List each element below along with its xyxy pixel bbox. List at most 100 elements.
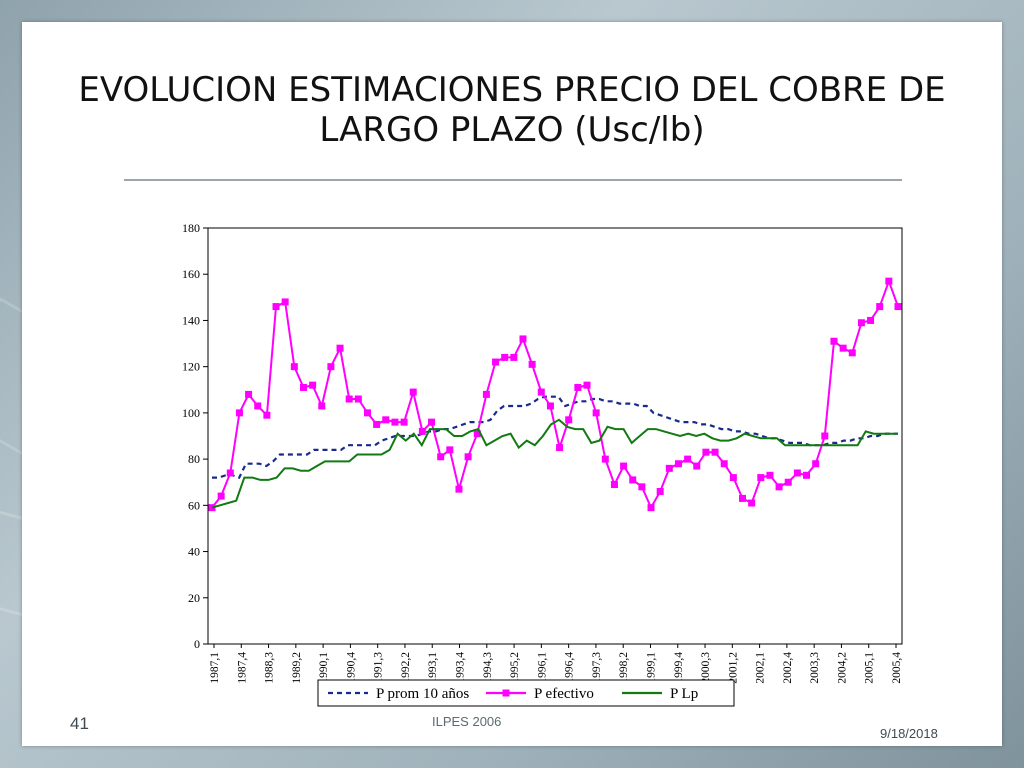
data-point-marker — [473, 430, 481, 438]
data-point-marker — [729, 474, 737, 482]
data-point-marker — [537, 388, 545, 396]
legend-marker — [502, 689, 510, 697]
x-tick-label: 1988,3 — [264, 652, 276, 684]
x-tick-label: 1997,3 — [591, 652, 603, 684]
data-point-marker — [876, 303, 884, 311]
data-point-marker — [693, 462, 701, 470]
data-point-marker — [226, 469, 234, 477]
data-point-marker — [428, 418, 436, 426]
data-point-marker — [528, 360, 536, 368]
y-tick-label: 180 — [182, 221, 200, 235]
x-tick-label: 1987,4 — [236, 652, 248, 684]
x-tick-label: 2001,2 — [727, 652, 739, 684]
data-point-marker — [647, 504, 655, 512]
slide-title: EVOLUCION ESTIMACIONES PRECIO DEL COBRE … — [22, 70, 1002, 150]
data-point-marker — [363, 409, 371, 417]
x-tick-label: 2003,3 — [809, 652, 821, 684]
x-tick-label: 1994,3 — [482, 652, 494, 684]
data-point-marker — [702, 448, 710, 456]
data-point-marker — [610, 481, 618, 489]
data-point-marker — [373, 420, 381, 428]
x-tick-label: 2002,4 — [782, 652, 794, 684]
data-point-marker — [766, 471, 774, 479]
data-point-marker — [739, 494, 747, 502]
data-point-marker — [299, 383, 307, 391]
data-point-marker — [839, 344, 847, 352]
title-line-1: EVOLUCION ESTIMACIONES PRECIO DEL COBRE … — [78, 70, 946, 110]
data-point-marker — [674, 460, 682, 468]
y-tick-label: 160 — [182, 267, 200, 281]
series-line-3 — [211, 418, 898, 509]
data-point-marker — [793, 469, 801, 477]
x-tick-label: 2005,1 — [864, 652, 876, 684]
footer-text: ILPES 2006 — [432, 714, 502, 729]
data-point-marker — [482, 390, 490, 398]
data-point-marker — [867, 316, 875, 324]
data-point-marker — [574, 383, 582, 391]
plot-area — [207, 227, 903, 645]
series-line-2 — [211, 278, 899, 510]
x-tick-label: 2005,4 — [891, 652, 903, 684]
slide-number: 41 — [70, 714, 89, 733]
data-point-marker — [327, 363, 335, 371]
data-point-marker — [464, 453, 472, 461]
y-tick-label: 100 — [182, 406, 200, 420]
title-divider — [124, 179, 902, 181]
slide-date: 9/18/2018 — [880, 726, 938, 741]
data-point-marker — [235, 409, 243, 417]
data-point-marker — [217, 492, 225, 500]
data-point-marker — [803, 471, 811, 479]
data-point-marker — [601, 455, 609, 463]
data-point-marker — [629, 476, 637, 484]
data-point-marker — [857, 319, 865, 327]
data-point-marker — [272, 303, 280, 311]
data-point-marker — [437, 453, 445, 461]
data-point-marker — [556, 444, 564, 452]
y-tick-label: 140 — [182, 313, 200, 327]
data-point-marker — [281, 298, 289, 306]
y-tick-label: 120 — [182, 360, 200, 374]
data-point-marker — [720, 460, 728, 468]
x-tick-label: 1993,4 — [455, 652, 467, 684]
data-point-marker — [684, 455, 692, 463]
data-point-marker — [748, 499, 756, 507]
data-point-marker — [656, 487, 664, 495]
data-point-marker — [336, 344, 344, 352]
data-point-marker — [345, 395, 353, 403]
data-point-marker — [208, 504, 216, 512]
legend-label: P efectivo — [534, 686, 594, 702]
data-point-marker — [263, 411, 271, 419]
legend-label: P Lp — [670, 686, 698, 702]
x-tick-label: 1999,4 — [673, 652, 685, 684]
legend: P prom 10 años P efectivo P Lp — [317, 679, 735, 707]
data-point-marker — [400, 418, 408, 426]
data-point-marker — [830, 337, 838, 345]
x-tick-label: 1992,2 — [400, 652, 412, 684]
y-tick-label: 60 — [188, 498, 200, 512]
data-point-marker — [848, 349, 856, 357]
y-tick-label: 0 — [194, 637, 200, 651]
data-point-marker — [821, 432, 829, 440]
data-point-marker — [492, 358, 500, 366]
data-point-marker — [309, 381, 317, 389]
x-tick-label: 2000,3 — [700, 652, 712, 684]
x-tick-label: 1998,2 — [618, 652, 630, 684]
x-tick-label: 2004,2 — [836, 652, 848, 684]
data-point-marker — [318, 402, 326, 410]
legend-label: P prom 10 años — [376, 686, 469, 702]
x-tick-label: 1993,1 — [427, 652, 439, 684]
series-line-1 — [212, 395, 898, 479]
data-point-marker — [665, 464, 673, 472]
x-tick-label: 1990,4 — [345, 652, 357, 684]
data-point-marker — [583, 381, 591, 389]
data-point-marker — [354, 395, 362, 403]
data-point-marker — [245, 390, 253, 398]
x-tick-label: 1987,1 — [209, 652, 221, 684]
data-point-marker — [409, 388, 417, 396]
y-tick-label: 40 — [188, 545, 200, 559]
x-tick-label: 1989,2 — [291, 652, 303, 684]
x-tick-label: 1999,1 — [645, 652, 657, 684]
data-point-marker — [455, 485, 463, 493]
slide: EVOLUCION ESTIMACIONES PRECIO DEL COBRE … — [22, 22, 1002, 746]
x-tick-label: 1995,2 — [509, 652, 521, 684]
